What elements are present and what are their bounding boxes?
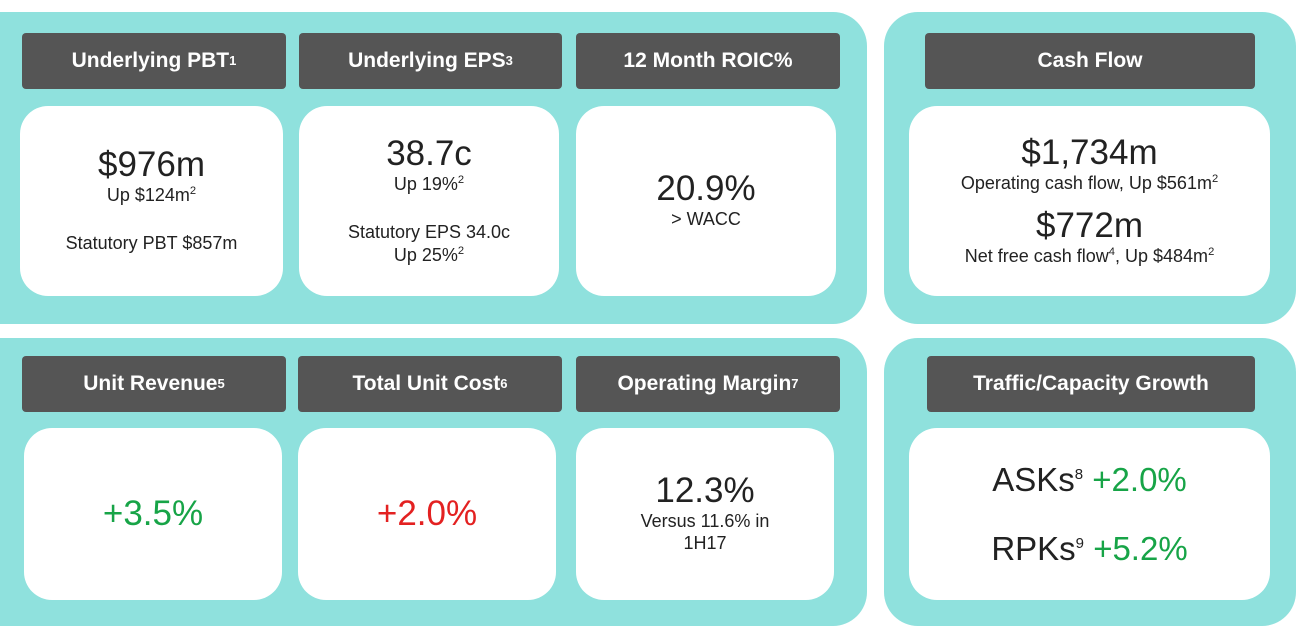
traffic-capacity-title: Traffic/Capacity Growth	[973, 372, 1209, 395]
operating-cash-flow-label: Operating cash flow, Up $561m2	[960, 172, 1219, 193]
eps-title: Underlying EPS	[348, 49, 506, 72]
roic-title: 12 Month ROIC%	[623, 49, 793, 72]
rpks-value: +5.2%	[1093, 530, 1188, 567]
operating-margin-note: Versus 11.6% in 1H17	[640, 510, 770, 554]
unit-metrics-panel-group: Unit Revenue 5 Total Unit Cost 6 Operating…	[0, 338, 867, 626]
pbt-card: $976m Up $124m2 Statutory PBT $857m	[20, 106, 283, 296]
roic-value: 20.9%	[656, 169, 756, 209]
operating-margin-value: 12.3%	[655, 471, 755, 511]
unit-cost-value: +2.0%	[376, 493, 478, 533]
eps-header: Underlying EPS 3	[299, 33, 562, 89]
roic-card: 20.9% > WACC	[576, 106, 836, 296]
eps-statutory-change: Up 25%2	[393, 244, 465, 265]
rpks-row: RPKs9 +5.2%	[991, 532, 1187, 565]
eps-card: 38.7c Up 19%2 Statutory EPS 34.0c Up 25%…	[299, 106, 559, 296]
net-free-cash-flow-value: $772m	[1035, 206, 1144, 245]
traffic-capacity-panel-group: Traffic/Capacity Growth ASKs8 +2.0% RPKs…	[884, 338, 1296, 626]
pbt-value: $976m	[97, 145, 206, 185]
roic-header: 12 Month ROIC%	[576, 33, 840, 89]
asks-label: ASKs	[992, 461, 1075, 498]
net-free-cash-flow-label: Net free cash flow4, Up $484m2	[964, 245, 1215, 266]
pbt-statutory: Statutory PBT $857m	[65, 233, 238, 254]
cash-flow-header: Cash Flow	[925, 33, 1255, 89]
asks-value: +2.0%	[1092, 461, 1187, 498]
asks-row: ASKs8 +2.0%	[992, 463, 1187, 496]
traffic-capacity-header: Traffic/Capacity Growth	[927, 356, 1255, 412]
unit-revenue-value: +3.5%	[102, 493, 204, 533]
operating-margin-title: Operating Margin	[617, 372, 792, 395]
traffic-capacity-card: ASKs8 +2.0% RPKs9 +5.2%	[909, 428, 1270, 600]
eps-value: 38.7c	[386, 133, 472, 173]
operating-cash-flow-value: $1,734m	[1021, 132, 1158, 172]
unit-cost-header: Total Unit Cost 6	[298, 356, 562, 412]
pbt-change: Up $124m2	[106, 184, 197, 205]
rpks-label: RPKs	[991, 530, 1076, 567]
eps-change: Up 19%2	[393, 173, 465, 194]
pbt-title: Underlying PBT	[71, 49, 230, 72]
unit-cost-card: +2.0%	[298, 428, 556, 600]
eps-statutory: Statutory EPS 34.0c	[347, 222, 511, 243]
earnings-panel-group: Underlying PBT 1 Underlying EPS 3 12 Month…	[0, 12, 867, 324]
cash-flow-title: Cash Flow	[1037, 49, 1143, 72]
roic-note: > WACC	[671, 209, 741, 230]
cash-flow-panel-group: Cash Flow $1,734m Operating cash flow, U…	[884, 12, 1296, 324]
asks-footnote: 8	[1074, 466, 1084, 483]
operating-margin-card: 12.3% Versus 11.6% in 1H17	[576, 428, 834, 600]
pbt-header: Underlying PBT 1	[22, 33, 286, 89]
unit-revenue-card: +3.5%	[24, 428, 282, 600]
operating-margin-header: Operating Margin 7	[576, 356, 840, 412]
rpks-footnote: 9	[1075, 535, 1085, 552]
unit-revenue-header: Unit Revenue 5	[22, 356, 286, 412]
cash-flow-card: $1,734m Operating cash flow, Up $561m2 $…	[909, 106, 1270, 296]
unit-cost-title: Total Unit Cost	[352, 372, 501, 395]
unit-revenue-title: Unit Revenue	[83, 372, 218, 395]
